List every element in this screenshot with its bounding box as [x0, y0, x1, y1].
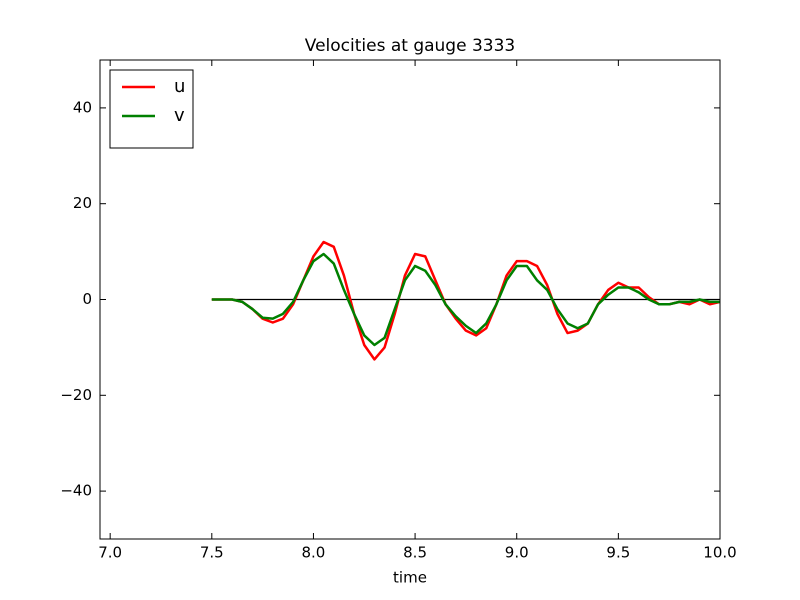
chart-title: Velocities at gauge 3333	[305, 36, 515, 56]
y-tick-label: 20	[73, 194, 92, 212]
legend-label: v	[174, 105, 185, 126]
y-tick-label: 0	[82, 290, 92, 308]
legend-label: u	[174, 76, 185, 97]
x-tick-label: 7.0	[98, 544, 122, 562]
x-tick-label: 7.5	[200, 544, 224, 562]
x-tick-label: 10.0	[703, 544, 736, 562]
series-line	[211, 252, 720, 347]
y-tick-label: 40	[73, 98, 92, 116]
x-tick-label: 8.5	[403, 544, 427, 562]
x-axis-label: time	[393, 569, 427, 587]
y-tick-label: −20	[60, 386, 92, 404]
legend-box	[109, 69, 194, 149]
x-tick-label: 9.0	[505, 544, 529, 562]
x-tick-label: 8.0	[302, 544, 326, 562]
x-tick-label: 9.5	[606, 544, 630, 562]
y-tick-label: −40	[60, 482, 92, 500]
